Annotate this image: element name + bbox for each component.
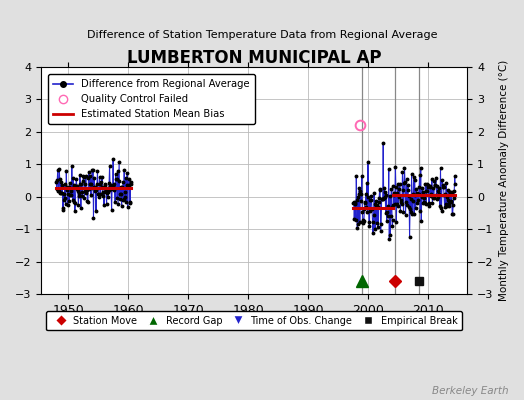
Legend: Station Move, Record Gap, Time of Obs. Change, Empirical Break: Station Move, Record Gap, Time of Obs. C… bbox=[46, 311, 462, 330]
Y-axis label: Monthly Temperature Anomaly Difference (°C): Monthly Temperature Anomaly Difference (… bbox=[499, 60, 509, 301]
Text: Berkeley Earth: Berkeley Earth bbox=[432, 386, 508, 396]
Title: LUMBERTON MUNICIPAL AP: LUMBERTON MUNICIPAL AP bbox=[127, 49, 381, 67]
Text: Difference of Station Temperature Data from Regional Average: Difference of Station Temperature Data f… bbox=[87, 30, 437, 40]
